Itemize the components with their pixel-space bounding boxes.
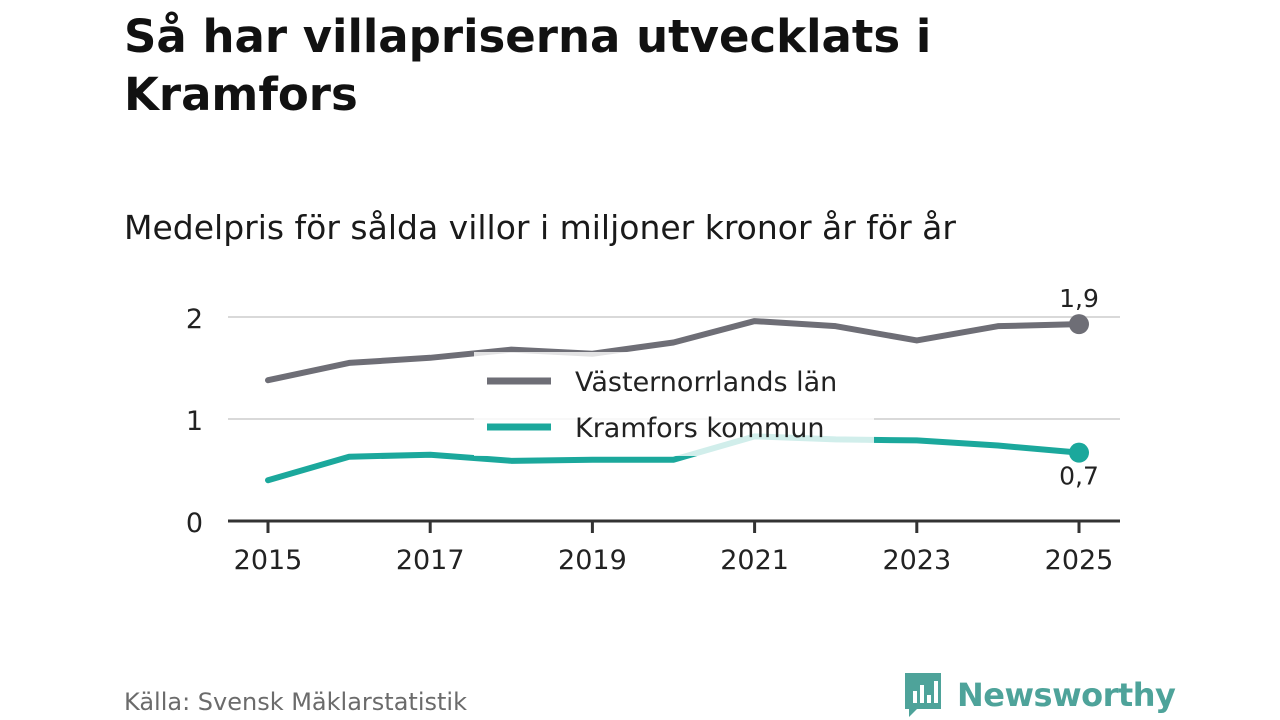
x-tick-label: 2015 bbox=[234, 545, 303, 576]
series-lines bbox=[265, 314, 1089, 484]
series-line-kramfors bbox=[265, 433, 1082, 484]
legend-background bbox=[474, 352, 874, 456]
y-tick-label: 0 bbox=[186, 508, 203, 539]
end-value-label: 0,7 bbox=[1059, 462, 1099, 491]
series-line-vasternorrland bbox=[265, 318, 1082, 384]
y-tick-label: 2 bbox=[186, 304, 203, 335]
legend: Västernorrlands län Kramfors kommun bbox=[474, 352, 874, 456]
x-tick-label: 2023 bbox=[882, 545, 951, 576]
x-tick-label: 2025 bbox=[1045, 545, 1114, 576]
source-note: Källa: Svensk Mäklarstatistik bbox=[124, 688, 467, 716]
end-labels: 1,9 0,7 bbox=[1059, 284, 1099, 491]
x-tick-label: 2021 bbox=[720, 545, 789, 576]
brand-name: Newsworthy bbox=[957, 676, 1176, 714]
x-tick-label: 2019 bbox=[558, 545, 627, 576]
chart-title: Så har villapriserna utvecklats i Kramfo… bbox=[124, 10, 932, 121]
x-tick-label: 2017 bbox=[396, 545, 465, 576]
axes: 0 1 2 2015 2017 2019 2021 2023 2025 bbox=[186, 304, 1120, 576]
end-value-label: 1,9 bbox=[1059, 284, 1099, 313]
legend-label: Kramfors kommun bbox=[575, 413, 824, 444]
series-end-point bbox=[1069, 314, 1089, 335]
brand-logo: Newsworthy bbox=[903, 670, 1176, 720]
series-end-point bbox=[1069, 442, 1089, 463]
chart-subtitle: Medelpris för sålda villor i miljoner kr… bbox=[124, 208, 956, 247]
newsworthy-logo-icon bbox=[905, 673, 941, 717]
legend-label: Västernorrlands län bbox=[575, 367, 837, 398]
y-tick-label: 1 bbox=[186, 406, 203, 437]
